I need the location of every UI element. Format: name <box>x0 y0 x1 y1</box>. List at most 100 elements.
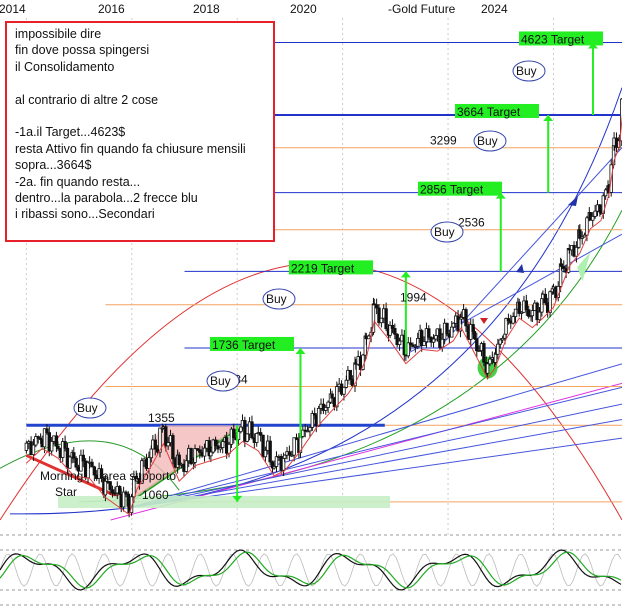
candle-body <box>395 333 399 346</box>
candle-body <box>158 427 162 453</box>
candle-body <box>482 343 486 363</box>
candle-body <box>166 442 170 447</box>
target-label-box <box>289 260 373 275</box>
candle-body <box>263 449 268 458</box>
candle-body <box>434 335 438 340</box>
buy-label: Buy <box>477 134 498 148</box>
candle-body <box>294 437 299 440</box>
trend-line-upper <box>442 147 622 345</box>
fan-line <box>129 386 622 509</box>
target-label-box <box>210 336 294 351</box>
candle-body <box>86 461 90 479</box>
candle-body <box>413 345 418 348</box>
candle-body <box>543 293 548 304</box>
candle-body <box>110 489 115 494</box>
note-line <box>15 75 265 91</box>
candle-body <box>79 454 83 472</box>
candle-body <box>477 350 481 352</box>
candle-body <box>227 443 231 454</box>
chart-labels: 1736 Target 2219 Target 2856 Target 3664 Ta… <box>40 31 603 502</box>
oscillator-panel <box>0 549 622 606</box>
candle-body <box>316 407 321 427</box>
candle-body <box>574 246 579 257</box>
candle-body <box>195 448 200 451</box>
level-label: 2536 <box>458 216 485 230</box>
candles <box>24 98 622 518</box>
note-line: -1a.il Target...4623$ <box>15 125 126 140</box>
candle-body <box>326 401 330 408</box>
candle-body <box>232 428 236 439</box>
candle-body <box>562 266 566 269</box>
red-arrow-marker <box>480 318 488 324</box>
candle-body <box>56 445 60 449</box>
candle-body <box>272 466 276 469</box>
candle-body <box>513 308 518 317</box>
level-label: 1994 <box>400 291 427 305</box>
candle-body <box>147 457 151 469</box>
candle-body <box>213 439 218 447</box>
candle-body <box>292 437 296 456</box>
candle-body <box>440 338 444 348</box>
candle-body <box>591 215 595 221</box>
candle-body <box>258 432 263 436</box>
note-line: fin dove possa spingersi <box>15 43 150 58</box>
candle-body <box>90 461 94 468</box>
candle-body <box>42 428 47 448</box>
chart-title: -Gold Future <box>388 2 456 16</box>
target-label: 2219 Target <box>291 261 355 275</box>
target-arrows <box>232 42 599 502</box>
candle-body <box>149 448 153 459</box>
candle-body <box>530 310 535 317</box>
osc-k-line <box>0 549 622 591</box>
candle-body <box>221 441 225 448</box>
candle-body <box>239 426 243 433</box>
candle-body <box>243 420 247 442</box>
note-line: dentro...la parabola...2 frecce blu <box>15 191 198 206</box>
candle-body <box>193 448 197 463</box>
buy-bubble <box>512 60 546 82</box>
candle-body <box>290 454 294 457</box>
candle-body <box>374 304 379 309</box>
candle-body <box>464 309 468 327</box>
note-line: -2a. fin quando resta... <box>15 174 141 189</box>
buy-bubble <box>206 370 240 392</box>
note-line: resta Attivo fin quando fa chiusure mens… <box>15 141 246 156</box>
candle-body <box>511 316 515 324</box>
candle-body <box>517 301 521 314</box>
target-label-box <box>519 31 603 46</box>
blue-arrow-marker <box>516 264 524 273</box>
candle-body <box>488 358 492 365</box>
buy-label: Buy <box>77 401 98 415</box>
x-tick-label: 2014 <box>0 2 26 16</box>
candle-body <box>504 318 508 335</box>
candle-body <box>330 393 334 399</box>
candle-body <box>537 311 542 321</box>
x-tick-label: 2020 <box>290 2 317 16</box>
candle-body <box>113 492 117 495</box>
candle-body <box>61 441 65 458</box>
candle-body <box>140 460 144 485</box>
candle-body <box>54 435 59 447</box>
x-tick-label: 2018 <box>193 2 220 16</box>
candle-body <box>427 328 431 338</box>
target-label: 3664 Target <box>457 105 521 119</box>
candle-body <box>108 481 112 491</box>
down-trend-line <box>25 454 130 504</box>
candle-body <box>36 436 40 439</box>
analysis-note: impossibile dire fin dove possa spingers… <box>5 21 275 242</box>
level-label: 1355 <box>148 411 175 425</box>
candle-body <box>184 460 189 472</box>
candle-body <box>469 324 473 340</box>
x-tick-label: 2024 <box>481 2 508 16</box>
buy-bubble <box>430 221 464 243</box>
target-arrowhead <box>295 347 306 354</box>
annotation-morning: Morning <box>40 469 83 483</box>
candle-body <box>74 457 78 468</box>
buy-label: Buy <box>210 374 231 388</box>
x-tick-label: 2016 <box>98 2 125 16</box>
candle-body <box>431 338 436 343</box>
candle-body <box>250 421 254 439</box>
candle-body <box>493 353 498 363</box>
candle-body <box>459 317 463 320</box>
